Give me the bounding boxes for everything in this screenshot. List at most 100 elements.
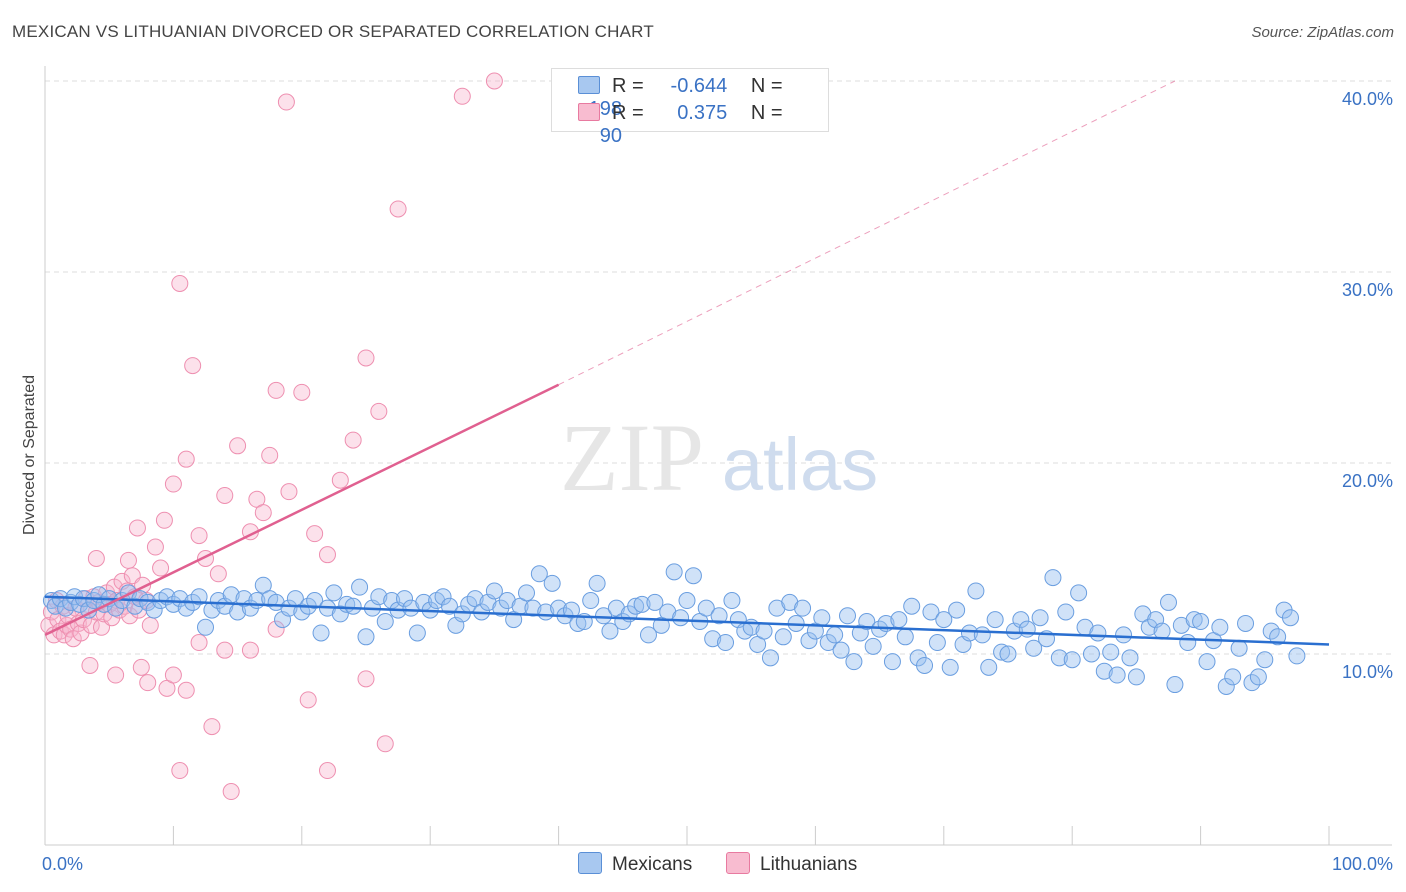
watermark-atlas: atlas <box>722 423 878 506</box>
mexicans-point <box>1262 622 1280 640</box>
mexicans-point <box>434 588 452 606</box>
mexicans-point <box>376 613 394 631</box>
mexicans-point <box>832 641 850 659</box>
lithuanians-point <box>331 471 349 489</box>
mexicans-point <box>177 599 195 617</box>
lithuanians-point <box>190 527 208 545</box>
mexicans-point <box>1256 651 1274 669</box>
mexicans-point <box>498 592 516 610</box>
lithuanians-trend-extension <box>558 80 1176 386</box>
mexicans-point <box>1237 614 1255 632</box>
lithuanians-point <box>318 762 336 780</box>
y-axis-label: Divorced or Separated <box>21 375 38 535</box>
watermark: ZIP atlas <box>560 404 878 511</box>
grid-lines <box>45 80 1392 655</box>
mexicans-point <box>1288 647 1306 665</box>
mexicans-point <box>1070 584 1088 602</box>
mexicans-point <box>1269 628 1287 646</box>
r-value-mexicans: -0.644 <box>670 75 728 97</box>
mexicans-points <box>42 563 1306 695</box>
mexicans-point <box>518 584 535 602</box>
lithuanians-point <box>119 551 137 569</box>
mexicans-point <box>646 593 664 611</box>
mexicans-point <box>639 626 657 644</box>
legend-label-lithuanians: Lithuanians <box>760 854 858 875</box>
lithuanians-point <box>216 486 234 504</box>
lithuanians-point <box>121 607 139 625</box>
mexicans-point <box>408 624 426 642</box>
axis-labels: 10.0% 20.0% 30.0% 40.0% 0.0% 100.0% Divorced o… <box>21 89 1393 874</box>
mexicans-point <box>357 628 375 646</box>
mexicans-point <box>396 590 414 608</box>
legend-item-mexicans[interactable]: Mexicans <box>578 852 692 876</box>
r-value-lithuanians: 0.375 <box>677 102 728 124</box>
mexicans-point <box>845 653 863 671</box>
mexicans-point <box>960 624 978 642</box>
lithuanians-point <box>128 519 146 537</box>
mexicans-point <box>524 599 542 617</box>
lithuanians-point <box>229 437 247 455</box>
mexicans-point <box>1025 639 1043 657</box>
lithuanians-point <box>107 666 125 684</box>
mexicans-point <box>678 592 696 610</box>
mexicans-point <box>370 588 388 606</box>
mexicans-point <box>1012 611 1030 629</box>
mexicans-point <box>813 609 831 627</box>
mexicans-point <box>351 578 369 596</box>
mexicans-point <box>980 658 998 676</box>
lithuanians-point <box>376 735 394 753</box>
mexicans-point <box>1224 668 1242 686</box>
lithuanians-point <box>344 431 362 449</box>
lithuanians-point <box>177 450 195 468</box>
mexicans-point <box>883 653 901 671</box>
mexicans-point <box>839 607 856 625</box>
mexicans-point <box>1185 611 1203 629</box>
mexicans-point <box>627 597 645 615</box>
lithuanians-point <box>146 538 164 556</box>
mexicans-trend-line <box>44 595 1330 646</box>
lithuanians-swatch <box>578 103 600 121</box>
lithuanians-point <box>267 620 285 638</box>
mexicans-point <box>1166 676 1184 694</box>
mexicans-point <box>928 634 946 652</box>
y-tick-label: 30.0% <box>1342 280 1393 300</box>
mexicans-point <box>800 632 818 650</box>
lithuanians-point <box>306 525 324 543</box>
mexicans-point <box>1281 609 1299 627</box>
n-value-lithuanians: 90 <box>599 125 622 147</box>
mexicans-point <box>1115 626 1133 644</box>
mexicans-point <box>717 634 735 652</box>
lithuanians-point <box>357 670 375 688</box>
mexicans-point <box>1031 609 1049 627</box>
mexicans-point <box>941 658 959 676</box>
trend-lines <box>44 80 1330 646</box>
mexicans-point <box>1172 616 1190 634</box>
mexicans-point <box>903 597 921 615</box>
mexicans-point <box>1179 634 1197 652</box>
y-tick-label: 10.0% <box>1342 662 1393 682</box>
mexicans-point <box>1044 569 1062 587</box>
lithuanians-point <box>171 762 189 780</box>
lithuanians-point <box>261 446 279 464</box>
lithuanians-point <box>190 634 208 652</box>
mexicans-point <box>710 607 728 625</box>
mexicans-point <box>1249 668 1267 686</box>
mexicans-point <box>543 574 561 592</box>
mexicans-point <box>485 582 503 600</box>
source-label: Source: ZipAtlas.com <box>1251 24 1394 41</box>
mexicans-point <box>1217 677 1235 695</box>
mexicans-point <box>1108 666 1126 684</box>
mexicans-swatch <box>578 852 602 874</box>
mexicans-point <box>672 609 690 627</box>
lithuanians-point <box>164 666 182 684</box>
mexicans-point <box>280 599 298 617</box>
mexicans-point <box>1102 643 1120 661</box>
legend-item-lithuanians[interactable]: Lithuanians <box>726 852 857 876</box>
lithuanians-point <box>241 641 259 659</box>
mexicans-point <box>306 592 324 610</box>
lithuanians-point <box>152 559 170 577</box>
mexicans-point <box>312 624 330 642</box>
mexicans-point <box>1095 662 1113 680</box>
lithuanians-point <box>171 274 189 292</box>
r-label: R = <box>612 75 644 97</box>
